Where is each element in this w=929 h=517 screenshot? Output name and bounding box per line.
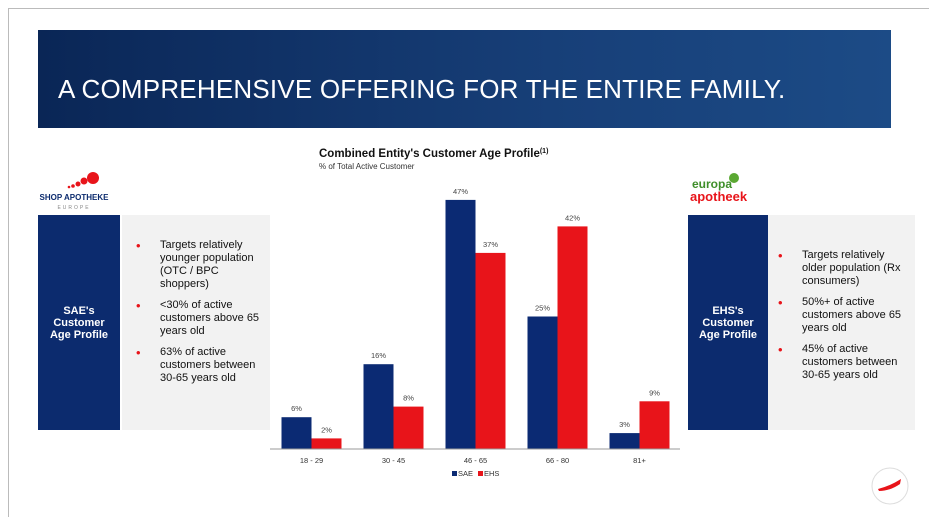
bar [445, 199, 476, 449]
value-label: 42% [565, 213, 580, 222]
chart-title: Combined Entity's Customer Age Profile(1… [319, 148, 548, 160]
value-label: 37% [483, 240, 498, 249]
bullet-box: Targets relatively younger population (O… [122, 215, 270, 430]
bullet: Targets relatively older population (Rx … [778, 249, 910, 288]
value-label: 16% [371, 351, 386, 360]
value-label: 47% [453, 187, 468, 196]
x-tick-label: 66 - 80 [546, 456, 569, 465]
bullet: 50%+ of active customers above 65 years … [778, 296, 910, 335]
heading: EHS's Customer Age Profile [698, 304, 758, 341]
bar [609, 433, 640, 449]
title-banner: A COMPREHENSIVE OFFERING FOR THE ENTIRE … [38, 30, 891, 128]
bullet-box: Targets relatively older population (Rx … [768, 215, 915, 430]
value-label: 25% [535, 304, 550, 313]
heading-box: EHS's Customer Age Profile [688, 215, 768, 430]
frame [8, 8, 9, 517]
ehs-logo: europa apotheek [690, 173, 748, 204]
heading-box: SAE's Customer Age Profile [38, 215, 120, 430]
x-tick-label: 46 - 65 [464, 456, 487, 465]
legend-label: SAE [458, 469, 473, 478]
value-label: 8% [403, 394, 414, 403]
x-tick-label: 81+ [633, 456, 646, 465]
frame [8, 8, 929, 9]
bullet: 63% of active customers between 30-65 ye… [136, 346, 264, 385]
bar [393, 406, 424, 449]
bar [311, 438, 342, 449]
slide-title: A COMPREHENSIVE OFFERING FOR THE ENTIRE … [58, 74, 786, 104]
bullet: 45% of active customers between 30-65 ye… [778, 343, 910, 382]
bar [475, 252, 506, 449]
bar [527, 316, 558, 449]
bullet: <30% of active customers above 65 years … [136, 299, 264, 338]
bullet: Targets relatively younger population (O… [136, 239, 264, 291]
logo-text: apotheek [690, 189, 748, 204]
x-tick-label: 18 - 29 [300, 456, 323, 465]
chart-title-note: (1) [540, 148, 549, 155]
legend-label: EHS [484, 469, 499, 478]
logo-text: SHOP APOTHEKE [40, 193, 110, 202]
bar [557, 226, 588, 449]
value-label: 2% [321, 425, 332, 434]
corner-logo [871, 467, 909, 505]
bar [281, 417, 312, 449]
sae-logo: SHOP APOTHEKE EUROPE [40, 172, 110, 211]
heading: SAE's Customer Age Profile [49, 304, 109, 341]
bullets: Targets relatively older population (Rx … [778, 249, 910, 390]
bar [363, 364, 394, 449]
bullets: Targets relatively younger population (O… [136, 239, 264, 393]
chart-subtitle: % of Total Active Customer [319, 162, 415, 171]
legend-swatch [478, 471, 483, 476]
value-label: 9% [649, 388, 660, 397]
value-label: 3% [619, 420, 630, 429]
value-label: 6% [291, 404, 302, 413]
bar [639, 401, 670, 449]
logo-sub: EUROPE [57, 205, 90, 211]
logo-text: europa [692, 177, 732, 191]
legend-swatch [452, 471, 457, 476]
chart-title-text: Combined Entity's Customer Age Profile [319, 148, 540, 160]
x-tick-label: 30 - 45 [382, 456, 405, 465]
